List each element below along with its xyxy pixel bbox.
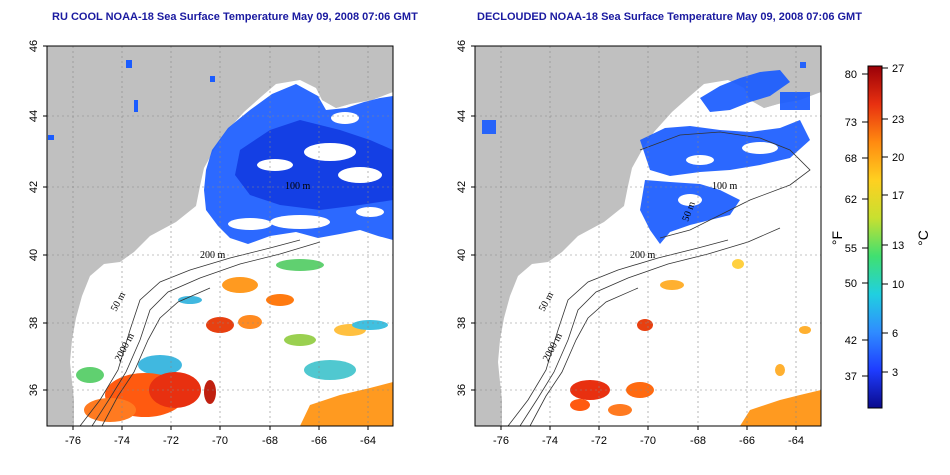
fahrenheit-tick-label: 62 <box>845 194 857 206</box>
y-tick-label: 38 <box>456 317 468 329</box>
x-tick-label: -72 <box>591 435 607 447</box>
celsius-tick-label: 6 <box>892 328 898 340</box>
celsius-tick-label: 3 <box>892 367 898 379</box>
left-cold-water-deep <box>235 120 393 210</box>
fahrenheit-tick-label: 55 <box>845 243 857 255</box>
left-contour-label-200m: 200 m <box>200 250 226 261</box>
right-cold-water <box>482 62 810 244</box>
left-warm-patches <box>76 259 393 426</box>
y-tick-label: 44 <box>28 110 40 122</box>
right-land-mass <box>475 46 821 426</box>
right-gridlines <box>475 46 821 426</box>
x-tick-label: -68 <box>690 435 706 447</box>
y-tick-label: 42 <box>456 181 468 193</box>
x-tick-label: -66 <box>311 435 327 447</box>
right-map-axes: -76 -74 -72 -70 -68 -66 -64 36 38 40 42 44 46 <box>456 40 804 447</box>
celsius-tick-label: 13 <box>892 240 904 252</box>
fahrenheit-tick-label: 80 <box>845 69 857 81</box>
right-contour-label-100m: 100 m <box>712 181 738 192</box>
y-tick-label: 42 <box>28 181 40 193</box>
x-tick-label: -64 <box>788 435 804 447</box>
left-gridlines <box>47 46 393 426</box>
x-tick-label: -74 <box>542 435 558 447</box>
left-nova-scotia <box>322 70 393 108</box>
left-map-axes: -76 -74 -72 -70 -68 -66 -64 36 38 40 42 44 46 <box>28 40 376 447</box>
celsius-tick-label: 10 <box>892 279 904 291</box>
x-tick-label: -70 <box>212 435 228 447</box>
x-tick-label: -66 <box>739 435 755 447</box>
celsius-unit-label: °C <box>915 230 931 246</box>
celsius-tick-label: 23 <box>892 114 904 126</box>
right-map-title: DECLOUDED NOAA-18 Sea Surface Temperatur… <box>477 11 862 23</box>
y-tick-label: 46 <box>28 40 40 52</box>
colorbar <box>867 65 883 409</box>
x-tick-label: -68 <box>262 435 278 447</box>
right-contours <box>507 131 811 426</box>
left-map: 200 m 50 m 2000 m 100 m <box>47 46 393 426</box>
left-contour-label-100m: 100 m <box>285 181 311 192</box>
celsius-tick-label: 17 <box>892 190 904 202</box>
right-clear-gaps <box>678 142 778 206</box>
y-tick-label: 38 <box>28 317 40 329</box>
left-map-title: RU COOL NOAA-18 Sea Surface Temperature … <box>52 11 418 23</box>
fahrenheit-tick-label: 42 <box>845 335 857 347</box>
colorbar-ticks: 80 73 68 62 55 50 42 37 27 23 20 17 13 10 6 3 <box>845 63 905 383</box>
x-tick-label: -70 <box>640 435 656 447</box>
left-land-mass <box>47 46 393 426</box>
right-contour-label-200m: 200 m <box>630 250 656 261</box>
x-tick-label: -64 <box>360 435 376 447</box>
fahrenheit-tick-label: 37 <box>845 371 857 383</box>
fahrenheit-unit-label: °F <box>829 231 845 245</box>
y-tick-label: 44 <box>456 110 468 122</box>
y-tick-label: 36 <box>28 384 40 396</box>
y-tick-label: 36 <box>456 384 468 396</box>
fahrenheit-tick-label: 50 <box>845 278 857 290</box>
x-tick-label: -74 <box>114 435 130 447</box>
y-tick-label: 46 <box>456 40 468 52</box>
fahrenheit-tick-label: 73 <box>845 117 857 129</box>
celsius-tick-label: 20 <box>892 152 904 164</box>
x-tick-label: -76 <box>493 435 509 447</box>
x-tick-label: -76 <box>65 435 81 447</box>
x-tick-label: -72 <box>163 435 179 447</box>
y-tick-label: 40 <box>456 249 468 261</box>
left-contours <box>79 239 321 426</box>
celsius-tick-label: 27 <box>892 63 904 75</box>
right-map: 200 m 50 m 2000 m 100 m 50 m <box>475 46 821 426</box>
fahrenheit-tick-label: 68 <box>845 153 857 165</box>
left-cloud-patches <box>228 112 384 230</box>
right-warm-patches <box>570 259 821 426</box>
left-cold-specks <box>48 60 215 140</box>
y-tick-label: 40 <box>28 249 40 261</box>
